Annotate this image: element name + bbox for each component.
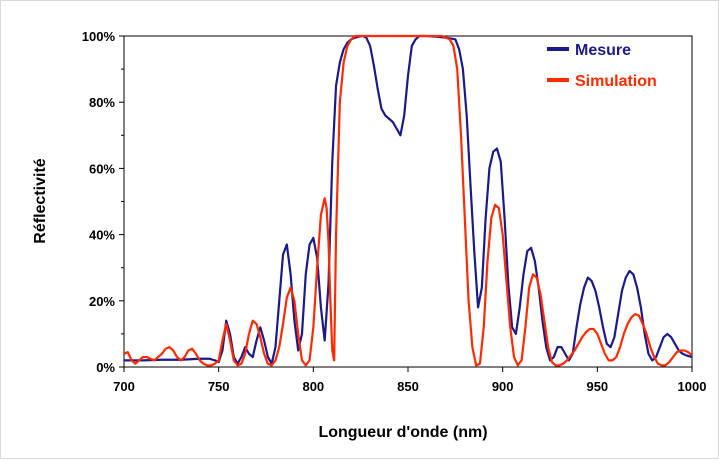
- x-tick-label: 1000: [678, 379, 707, 394]
- y-tick-label: 100%: [82, 29, 116, 44]
- x-tick-label: 850: [397, 379, 419, 394]
- x-tick-label: 950: [586, 379, 608, 394]
- x-tick-label: 900: [492, 379, 514, 394]
- legend-label-simulation: Simulation: [575, 73, 657, 90]
- tick-labels: 0% 20% 40% 60% 80% 100% 700 750 800 850 900 950 1000: [82, 29, 707, 394]
- y-tick-label: 80%: [89, 95, 115, 110]
- y-axis-title: Réflectivité: [32, 158, 49, 243]
- y-tick-label: 0%: [96, 360, 115, 375]
- y-tick-label: 20%: [89, 294, 115, 309]
- legend-label-mesure: Mesure: [575, 42, 631, 59]
- x-tick-label: 750: [208, 379, 230, 394]
- x-axis-title: Longueur d'onde (nm): [318, 424, 487, 441]
- legend: Mesure Simulation: [547, 42, 657, 90]
- y-tick-label: 40%: [89, 228, 115, 243]
- y-tick-label: 60%: [89, 161, 115, 176]
- series-line-simulation: [124, 34, 692, 367]
- x-tick-label: 700: [113, 379, 135, 394]
- series-layer: [124, 34, 692, 367]
- x-tick-label: 800: [302, 379, 324, 394]
